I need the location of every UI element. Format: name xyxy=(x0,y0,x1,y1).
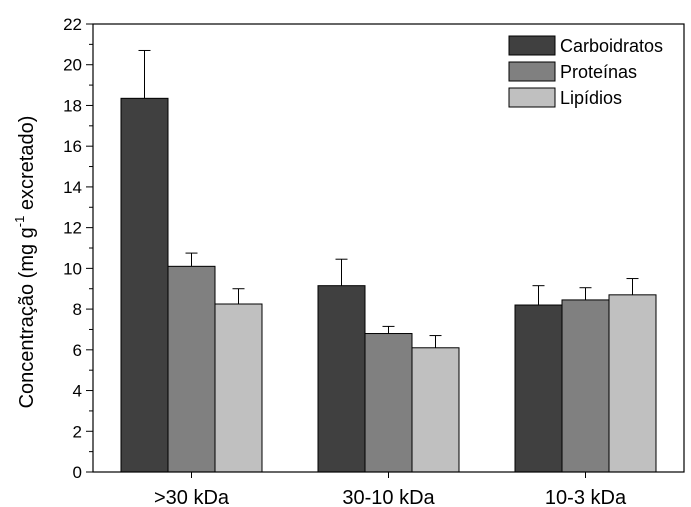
y-axis-title: Concentração (mg g-1 excretado) xyxy=(12,116,38,409)
y-tick-label: 18 xyxy=(63,96,82,115)
bar-1-3 xyxy=(514,304,563,473)
bar-2-1 xyxy=(167,265,216,473)
y-axis-title-main: Concentração (mg g xyxy=(16,227,38,408)
y-tick-label: 2 xyxy=(73,422,82,441)
y-tick-label: 4 xyxy=(73,382,82,401)
y-tick-label: 10 xyxy=(63,259,82,278)
legend-label: Proteínas xyxy=(560,62,637,82)
y-axis-title-superscript: -1 xyxy=(12,216,27,228)
y-tick-label: 6 xyxy=(73,341,82,360)
y-tick-label: 22 xyxy=(63,15,82,34)
y-tick-label: 8 xyxy=(73,300,82,319)
bar-3-3 xyxy=(608,294,657,473)
axes-group: 0 2 4 6 8 10 12 14 16 18 20 22 >30 kDa 30-10 kDa 10-3 … xyxy=(63,15,685,507)
y-axis-title-end: excretado) xyxy=(16,116,38,216)
bar-3-1 xyxy=(214,303,263,473)
bar-3-2 xyxy=(411,347,460,473)
y-tick-label: 16 xyxy=(63,137,82,156)
bar-1-1 xyxy=(120,97,169,473)
legend-swatch xyxy=(508,35,556,56)
legend-swatch xyxy=(508,87,556,108)
legend-label: Lipídios xyxy=(560,88,622,108)
y-tick-label: 12 xyxy=(63,219,82,238)
legend: Carboidratos Proteínas Lipídios xyxy=(508,35,663,108)
bars-group xyxy=(120,97,657,473)
bar-1-2 xyxy=(317,285,366,473)
x-tick-label: 30-10 kDa xyxy=(342,487,435,507)
bar-2-2 xyxy=(364,333,413,473)
bar-2-3 xyxy=(561,299,610,473)
x-tick-label: >30 kDa xyxy=(154,487,230,507)
x-tick-label: 10-3 kDa xyxy=(545,487,627,507)
error-bars-group xyxy=(138,49,639,348)
y-tick-label: 14 xyxy=(63,178,82,197)
legend-swatch xyxy=(508,61,556,82)
y-tick-label: 20 xyxy=(63,56,82,75)
legend-label: Carboidratos xyxy=(560,36,663,56)
y-tick-label: 0 xyxy=(73,463,82,482)
